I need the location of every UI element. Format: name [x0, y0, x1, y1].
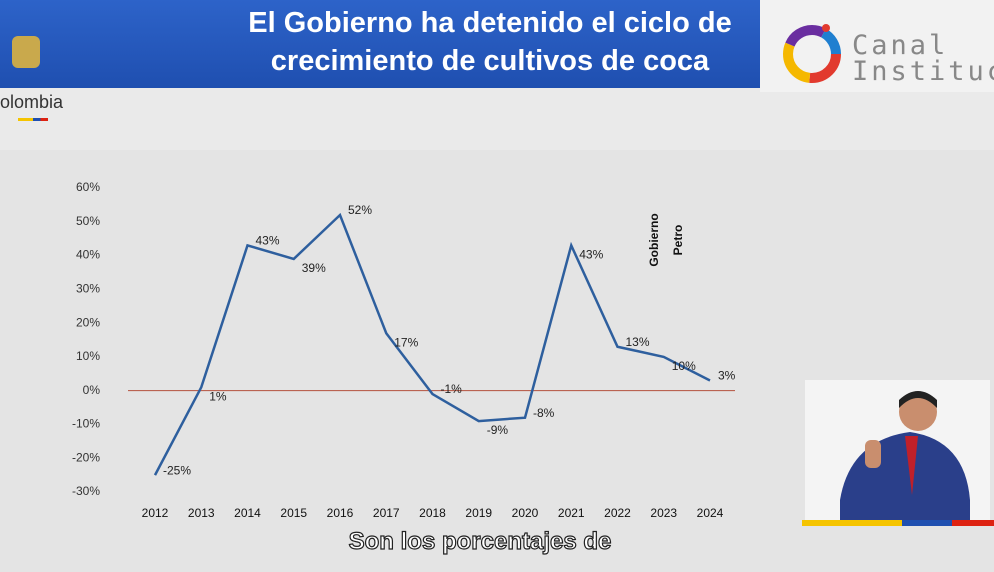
x-tick-label: 2012 — [142, 506, 169, 520]
annotation: Petro — [671, 225, 685, 256]
data-label: 3% — [718, 369, 736, 383]
interpreter — [802, 380, 994, 526]
x-tick-label: 2019 — [465, 506, 492, 520]
title: El Gobierno ha detenido el ciclo de crec… — [248, 7, 732, 77]
logo-area: Canal Institucio — [760, 0, 994, 92]
emblem — [12, 36, 40, 68]
y-tick-label: 40% — [76, 248, 100, 262]
x-tick-label: 2013 — [188, 506, 215, 520]
data-label: -1% — [441, 382, 463, 396]
x-tick-label: 2022 — [604, 506, 631, 520]
data-label: 17% — [394, 335, 418, 349]
data-label: 39% — [302, 261, 326, 275]
y-tick-label: 50% — [76, 214, 100, 228]
x-tick-label: 2023 — [650, 506, 677, 520]
logo — [783, 24, 841, 83]
y-tick-label: 20% — [76, 315, 100, 329]
data-label: 52% — [348, 203, 372, 217]
y-tick-label: 60% — [76, 180, 100, 194]
brand-bar — [0, 88, 994, 150]
x-tick-label: 2015 — [280, 506, 307, 520]
data-label: 43% — [256, 234, 280, 248]
data-label: -8% — [533, 406, 555, 420]
x-tick-label: 2020 — [512, 506, 539, 520]
channel-name: Canal — [852, 30, 949, 61]
data-label: 1% — [209, 389, 227, 403]
x-tick-label: 2024 — [697, 506, 724, 520]
x-tick-label: 2014 — [234, 506, 261, 520]
y-tick-label: 10% — [76, 349, 100, 363]
y-tick-label: -30% — [72, 484, 100, 498]
x-tick-label: 2017 — [373, 506, 400, 520]
flag-stripe — [18, 118, 48, 121]
y-tick-label: 0% — [83, 383, 101, 397]
brand: olombia — [0, 92, 64, 112]
y-tick-label: -20% — [72, 450, 100, 464]
series-line — [153, 212, 711, 476]
banner: El Gobierno ha detenido el ciclo de crec… — [0, 0, 800, 88]
data-label: -25% — [163, 463, 191, 477]
y-tick-label: 30% — [76, 282, 100, 296]
x-tick-label: 2018 — [419, 506, 446, 520]
annotation: Gobierno — [647, 213, 661, 266]
caption: Son los porcentajes de — [348, 527, 612, 555]
x-tick-label: 2016 — [327, 506, 354, 520]
channel-name: Institucio — [852, 56, 994, 87]
data-label: -9% — [487, 423, 509, 437]
data-label: 43% — [579, 248, 603, 262]
x-tick-label: 2021 — [558, 506, 585, 520]
data-label: 10% — [672, 359, 696, 373]
data-label: 13% — [626, 335, 650, 349]
y-tick-label: -10% — [72, 417, 100, 431]
